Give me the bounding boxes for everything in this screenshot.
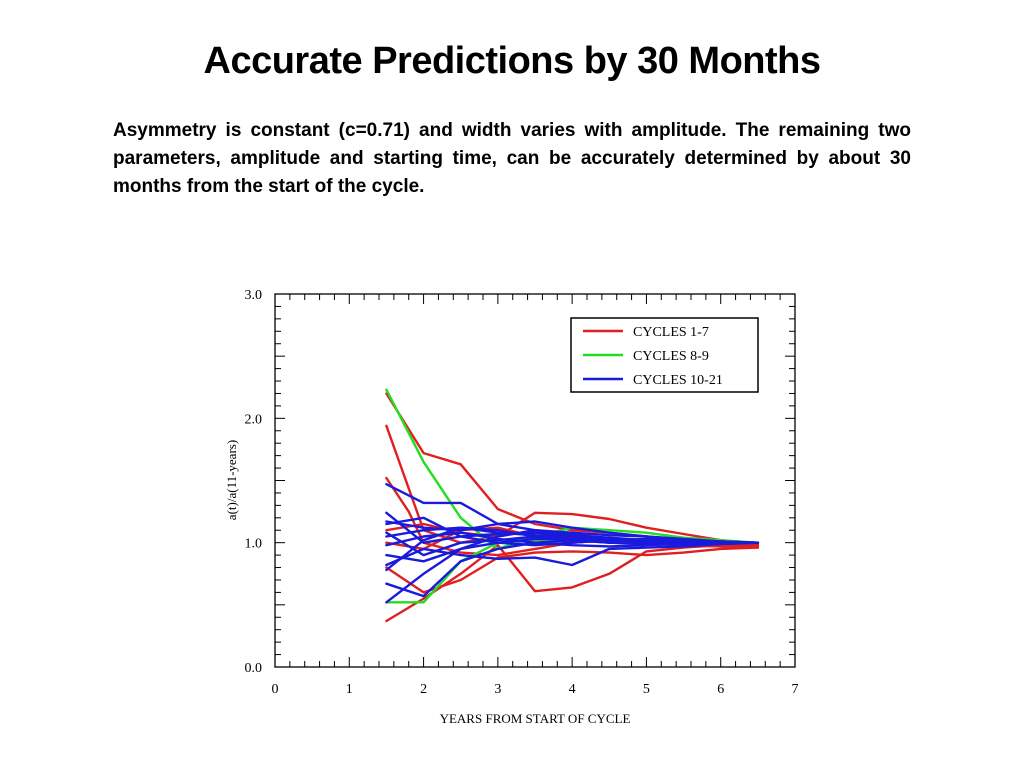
legend: CYCLES 1-7 CYCLES 8-9 CYCLES 10-21 bbox=[570, 317, 759, 393]
series-line-8 bbox=[385, 388, 760, 551]
x-tick-label: 1 bbox=[346, 682, 353, 697]
legend-label: CYCLES 8-9 bbox=[633, 349, 709, 364]
chart-marks bbox=[385, 388, 760, 623]
legend-label: CYCLES 10-21 bbox=[633, 373, 723, 388]
x-tick-label: 6 bbox=[717, 682, 724, 697]
x-tick-label: 0 bbox=[272, 682, 279, 697]
x-tick-label: 4 bbox=[569, 682, 576, 697]
axis-ticks: 0 1 2 3 4 5 6 7 0.0 1.0 2.0 3.0 bbox=[245, 288, 799, 697]
x-axis-label: YEARS FROM START OF CYCLE bbox=[440, 711, 631, 726]
y-axis-label: a(t)/a(11-years) bbox=[224, 440, 239, 520]
legend-label: CYCLES 1-7 bbox=[633, 325, 709, 340]
y-tick-label: 3.0 bbox=[245, 288, 263, 303]
x-tick-label: 7 bbox=[792, 682, 799, 697]
series-line-20 bbox=[385, 541, 760, 567]
series-line-21 bbox=[385, 516, 760, 547]
y-tick-label: 0.0 bbox=[245, 661, 263, 676]
x-tick-label: 5 bbox=[643, 682, 650, 697]
y-tick-label: 1.0 bbox=[245, 537, 263, 552]
x-tick-label: 3 bbox=[494, 682, 501, 697]
series-line-6 bbox=[385, 546, 760, 594]
series-line-1 bbox=[385, 392, 760, 547]
y-tick-label: 2.0 bbox=[245, 412, 263, 427]
x-tick-label: 2 bbox=[420, 682, 427, 697]
slide-body-text: Asymmetry is constant (c=0.71) and width… bbox=[113, 120, 911, 197]
slide-title: Accurate Predictions by 30 Months bbox=[203, 40, 822, 82]
